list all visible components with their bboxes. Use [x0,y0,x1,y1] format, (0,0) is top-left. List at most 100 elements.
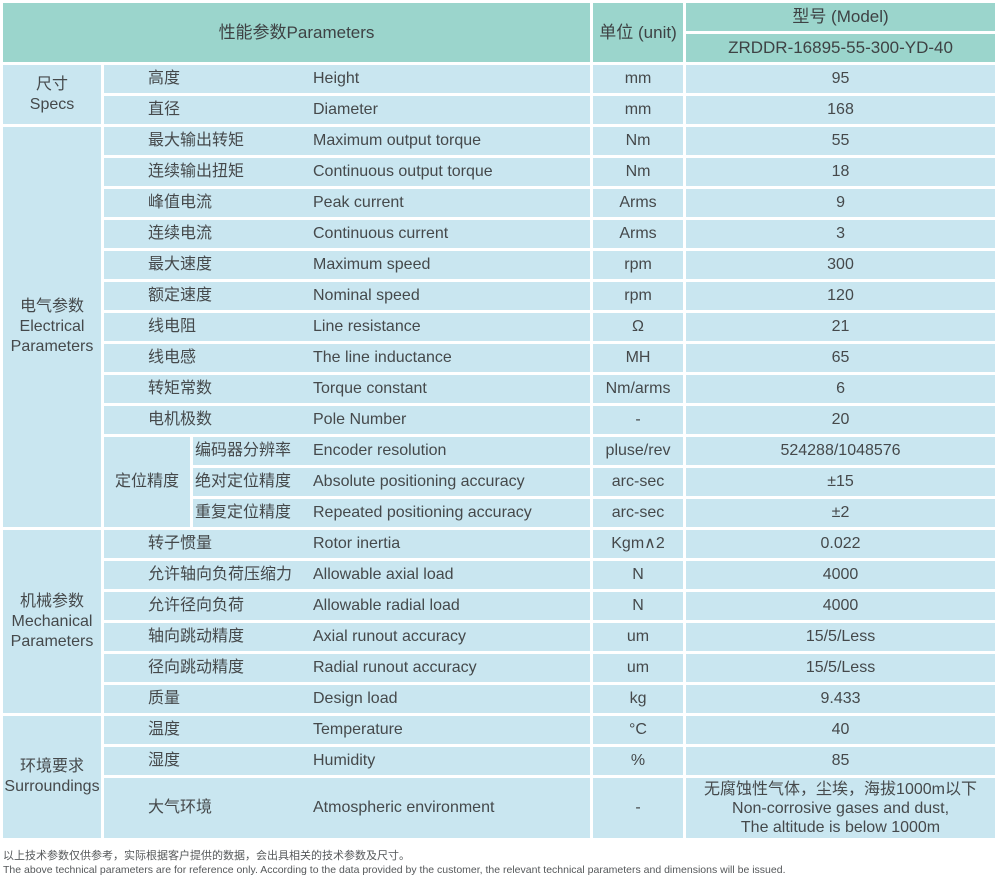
param-name-en: Maximum speed [313,256,431,273]
group-cell-specs: 尺寸 Specs [3,65,104,127]
group-surroundings-cn: 环境要求 [19,758,84,775]
table-row: 直径 Diameter mm 168 [3,96,996,127]
param-name-cn: 湿度 [148,752,181,769]
table-row: 线电阻 Line resistance Ω 21 [3,313,996,344]
param-name-cn: 最大速度 [148,256,213,273]
footer-note-en: The above technical parameters are for r… [3,864,786,876]
param-cell: 额定速度 Nominal speed [104,282,594,313]
unit-cell: Nm/arms [593,375,687,406]
param-name-cn: 编码器分辨率 [195,442,292,459]
value-cell: 6 [686,375,996,406]
param-cell: 大气环境 Atmospheric environment [104,778,594,841]
value-cell: 15/5/Less [686,623,996,654]
param-cell: 绝对定位精度 Absolute positioning accuracy [193,468,594,499]
param-name-cn: 线电感 [148,349,197,366]
unit-header: 单位 (unit) [593,3,687,65]
value-cell: 40 [686,716,996,747]
param-cell: 允许轴向负荷压缩力 Allowable axial load [104,561,594,592]
param-name-en: Line resistance [313,318,421,335]
value-cell: 3 [686,220,996,251]
param-name-en: Temperature [313,721,403,738]
param-name-en: Encoder resolution [313,442,447,459]
table-row: 允许径向负荷 Allowable radial load N 4000 [3,592,996,623]
unit-cell: N [593,561,687,592]
value-cell: 15/5/Less [686,654,996,685]
value-cell: 65 [686,344,996,375]
unit-cell: Ω [593,313,687,344]
param-name-cn: 直径 [148,101,181,118]
param-name-en: Repeated positioning accuracy [313,504,532,521]
param-name-en: Pole Number [313,411,407,428]
param-cell: 轴向跳动精度 Axial runout accuracy [104,623,594,654]
table-row: 环境要求 Surroundings 温度 Temperature °C 40 [3,716,996,841]
param-cell: 转子惯量 Rotor inertia [104,530,594,561]
group-mechanical-cn: 机械参数 [19,592,84,610]
value-cell: 4000 [686,592,996,623]
param-name-cn: 绝对定位精度 [195,473,292,490]
unit-cell: N [593,592,687,623]
value-cell: 55 [686,127,996,158]
value-cell: 无腐蚀性气体，尘埃，海拔1000m以下 Non-corrosive gases … [686,778,996,841]
param-name-en: Atmospheric environment [313,799,495,816]
value-cell: 95 [686,65,996,96]
table-row: 转矩常数 Torque constant Nm/arms 6 [3,375,996,406]
param-name-en: Torque constant [313,380,427,397]
header-row-1: 性能参数Parameters 单位 (unit) 型号 (Model) [3,3,996,65]
param-name-cn: 线电阻 [148,318,197,335]
unit-cell: mm [593,65,687,96]
footer-note-cn: 以上技术参数仅供参考，实际根据客户提供的数据，会出具相关的技术参数及尺寸。 [3,850,410,862]
value-cell: 120 [686,282,996,313]
table-row: 大气环境 Atmospheric environment - 无腐蚀性气体，尘埃，… [3,778,996,841]
unit-cell: um [593,654,687,685]
param-cell: 允许径向负荷 Allowable radial load [104,592,594,623]
param-name-en: Nominal speed [313,287,420,304]
param-name-cn: 最大输出转矩 [148,132,245,149]
param-cell: 连续电流 Continuous current [104,220,594,251]
value-line-2: Non-corrosive gases and dust, [732,799,950,817]
unit-cell: °C [593,716,687,747]
param-name-cn: 径向跳动精度 [148,659,245,676]
header-row-2: ZRDDR-16895-55-300-YD-40 [3,34,996,65]
group-electrical-cn: 电气参数 [19,298,84,315]
value-cell: 0.022 [686,530,996,561]
unit-cell: MH [593,344,687,375]
group-cell-mechanical: 机械参数 Mechanical Parameters [3,530,104,716]
param-cell: 编码器分辨率 Encoder resolution [193,437,594,468]
table-row: 重复定位精度 Repeated positioning accuracy arc-… [3,499,996,530]
param-name-en: The line inductance [313,349,452,366]
param-cell: 温度 Temperature [104,716,594,747]
table-row: 电机极数 Pole Number - 20 [3,406,996,437]
value-cell: 18 [686,158,996,189]
param-name-cn: 质量 [148,690,181,707]
table-row: 电气参数 Electrical Parameters 最大输出转矩 Maximum… [3,127,996,530]
unit-cell: um [593,623,687,654]
param-cell: 电机极数 Pole Number [104,406,594,437]
param-cell: 线电阻 Line resistance [104,313,594,344]
value-cell: 9.433 [686,685,996,716]
table-row: 峰值电流 Peak current Arms 9 [3,189,996,220]
value-cell: 20 [686,406,996,437]
value-cell: 168 [686,96,996,127]
unit-cell: Arms [593,220,687,251]
unit-cell: arc-sec [593,499,687,530]
unit-cell: kg [593,685,687,716]
param-name-cn: 转矩常数 [148,380,213,397]
value-cell: 4000 [686,561,996,592]
param-cell: 湿度 Humidity [104,747,594,778]
table-row: 绝对定位精度 Absolute positioning accuracy arc-… [3,468,996,499]
motor-spec-table: 性能参数Parameters 单位 (unit) 型号 (Model) ZRDD… [0,0,998,844]
param-name-cn: 轴向跳动精度 [148,628,245,645]
param-name-en: Design load [313,690,398,707]
table-row: 线电感 The line inductance MH 65 [3,344,996,375]
param-name-en: Axial runout accuracy [313,628,466,645]
table-row: 湿度 Humidity % 85 [3,747,996,778]
group-mechanical-en: Mechanical Parameters [10,612,94,650]
param-cell: 重复定位精度 Repeated positioning accuracy [193,499,594,530]
param-name-cn: 重复定位精度 [195,504,292,521]
param-name-en: Allowable radial load [313,597,460,614]
value-line-1: 无腐蚀性气体，尘埃，海拔1000m以下 [704,780,977,798]
value-cell: ±2 [686,499,996,530]
model-header: 型号 (Model) [686,3,996,34]
param-name-en: Maximum output torque [313,132,482,149]
value-cell: 85 [686,747,996,778]
